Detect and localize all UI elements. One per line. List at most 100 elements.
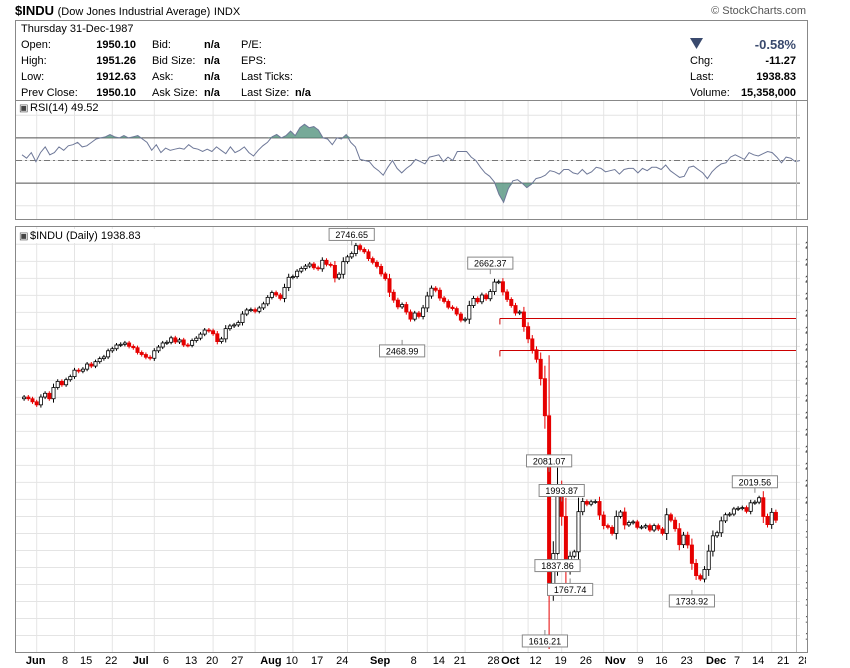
price-candle — [635, 519, 640, 530]
price-candle — [337, 272, 342, 281]
brand-label[interactable]: © StockCharts.com — [711, 5, 806, 17]
price-candle — [618, 509, 623, 519]
price-candle — [706, 544, 711, 576]
symbol-name: (Dow Jones Industrial Average) — [57, 6, 211, 18]
candle-body — [240, 313, 245, 323]
price-candle — [93, 359, 98, 369]
price-candle — [488, 289, 493, 302]
price-candle — [290, 274, 295, 280]
candle-body — [202, 329, 207, 335]
price-candle — [517, 309, 522, 316]
price-candle — [219, 336, 224, 344]
candle-body — [408, 311, 413, 320]
price-tick-label: 1850 — [805, 546, 807, 557]
price-candle — [232, 322, 237, 328]
price-candle — [295, 269, 300, 279]
price-candle — [719, 516, 724, 537]
price-candle — [26, 395, 31, 401]
price-candle — [421, 304, 426, 320]
price-candle — [391, 289, 396, 303]
price-candle — [521, 306, 526, 332]
price-tick-label: 2250 — [805, 410, 807, 421]
candle-body — [656, 525, 661, 530]
candle-body — [299, 268, 304, 272]
price-candle — [484, 292, 489, 301]
candle-body — [51, 387, 56, 400]
x-tick-label: 8 — [411, 655, 417, 667]
price-candle — [614, 510, 619, 540]
candle-body — [404, 304, 409, 313]
price-candle — [248, 307, 253, 312]
candle-body — [68, 376, 73, 381]
price-candle — [387, 273, 392, 298]
price-tick-label: 1950 — [805, 512, 807, 523]
price-candle — [55, 379, 60, 390]
price-candle — [358, 243, 363, 252]
candle-body — [219, 338, 224, 342]
rsi-overbought-fill — [281, 124, 323, 138]
candle-body — [30, 398, 35, 403]
candle-body — [689, 544, 694, 564]
candle-body — [72, 369, 77, 378]
candle-body — [500, 281, 505, 293]
price-candle — [286, 273, 291, 292]
candle-body — [139, 352, 144, 355]
x-tick-label: 12 — [529, 655, 541, 667]
x-tick-label: 27 — [231, 655, 243, 667]
candle-body — [349, 253, 354, 258]
candle-body — [542, 378, 547, 417]
annotation-box — [521, 634, 568, 648]
price-candle — [72, 367, 77, 379]
price-candle — [736, 506, 741, 511]
price-candle — [47, 391, 52, 401]
candle-body — [59, 380, 64, 386]
candle-body — [223, 328, 228, 340]
candle-body — [127, 342, 132, 347]
candle-body — [715, 532, 720, 537]
price-candle — [744, 505, 749, 514]
x-tick-label: Sep — [370, 655, 390, 667]
price-candle — [416, 310, 421, 319]
candle-body — [702, 569, 707, 580]
price-candle — [143, 352, 148, 360]
price-candle — [467, 300, 472, 324]
candle-body — [148, 356, 153, 359]
price-candle — [34, 399, 39, 407]
x-tick-label: 14 — [433, 655, 445, 667]
price-candle — [320, 257, 325, 272]
chg-label: Chg: — [690, 55, 714, 67]
price-candle — [169, 335, 174, 345]
rsi-overbought-fill — [119, 135, 129, 138]
price-tick-label: 2350 — [805, 376, 807, 387]
price-candle — [647, 523, 652, 533]
price-candle — [345, 254, 350, 264]
price-candle — [269, 290, 274, 300]
candle-body — [706, 550, 711, 570]
price-candle — [395, 297, 400, 310]
chg-value: -11.27 — [765, 55, 796, 67]
candle-body — [324, 259, 329, 265]
candle-body — [458, 313, 463, 321]
candle-body — [710, 535, 715, 552]
candle-body — [47, 392, 52, 400]
price-candle — [526, 322, 531, 344]
price-candle — [307, 261, 312, 269]
candle-body — [400, 304, 405, 308]
price-candle — [412, 310, 417, 322]
symbol: $INDU — [15, 3, 55, 18]
price-candle — [370, 256, 375, 265]
annotation-label: 2746.65 — [335, 230, 368, 240]
x-tick-label: 16 — [655, 655, 667, 667]
price-tick-label: 2600 — [805, 291, 807, 302]
candle-body — [748, 502, 753, 512]
price-candle — [458, 311, 463, 323]
price-candle — [668, 512, 673, 523]
candle-body — [719, 520, 724, 534]
price-candle — [513, 302, 518, 316]
candle-body — [505, 291, 510, 300]
price-candle — [580, 497, 585, 516]
price-candle — [328, 262, 333, 268]
annotation-box — [379, 344, 426, 358]
price-tick-label: 1800 — [805, 563, 807, 574]
candle-body — [509, 299, 514, 306]
